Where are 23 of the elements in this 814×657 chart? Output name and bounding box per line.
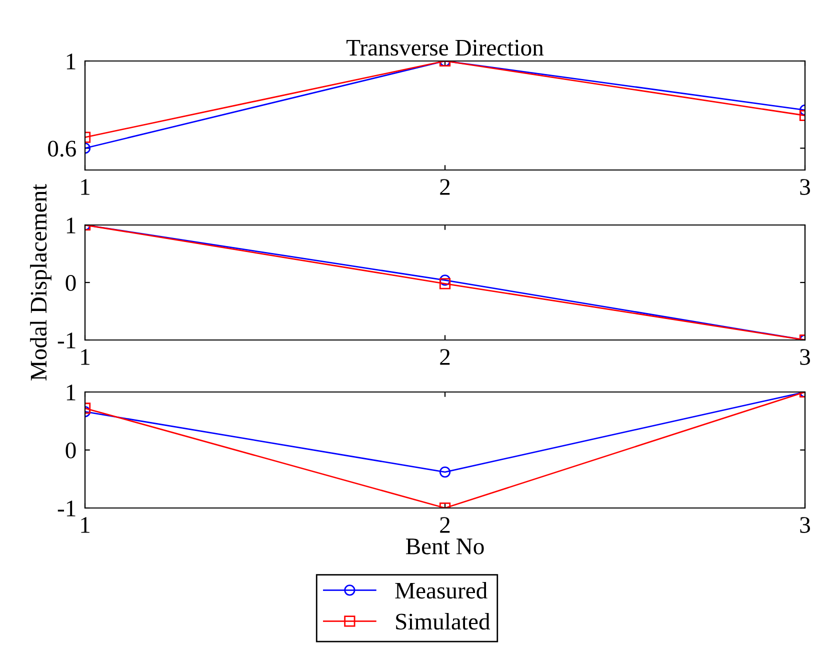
x-tick-label: 3 — [800, 349, 810, 365]
y-tick-label: -1 — [58, 332, 76, 348]
y-tick-label: 0.6 — [48, 140, 76, 157]
x-tick-label: 3 — [800, 517, 810, 533]
x-tick-label: 3 — [800, 179, 810, 195]
y-tick-label: 1 — [66, 54, 76, 70]
y-tick-label: -1 — [58, 500, 76, 516]
legend-label: Measured — [395, 582, 488, 599]
chart-title: Transverse Direction — [346, 40, 544, 56]
x-tick-label: 1 — [81, 349, 90, 365]
x-tick-label: 1 — [81, 179, 90, 195]
y-axis-title: Modal Displacement — [30, 184, 52, 381]
x-tick-label: 2 — [440, 517, 450, 533]
point — [439, 278, 451, 290]
y-tick-label: 1 — [66, 218, 76, 234]
x-tick-label: 2 — [440, 179, 450, 195]
y-tick-label: 0 — [66, 442, 76, 458]
x-tick-label: 1 — [81, 517, 90, 533]
y-tick-label: 0 — [66, 274, 76, 291]
legend-label: Simulated — [396, 613, 490, 630]
y-tick-label: 1 — [66, 384, 76, 400]
x-axis-title: Bent No — [406, 538, 484, 554]
x-tick-label: 2 — [440, 349, 450, 365]
